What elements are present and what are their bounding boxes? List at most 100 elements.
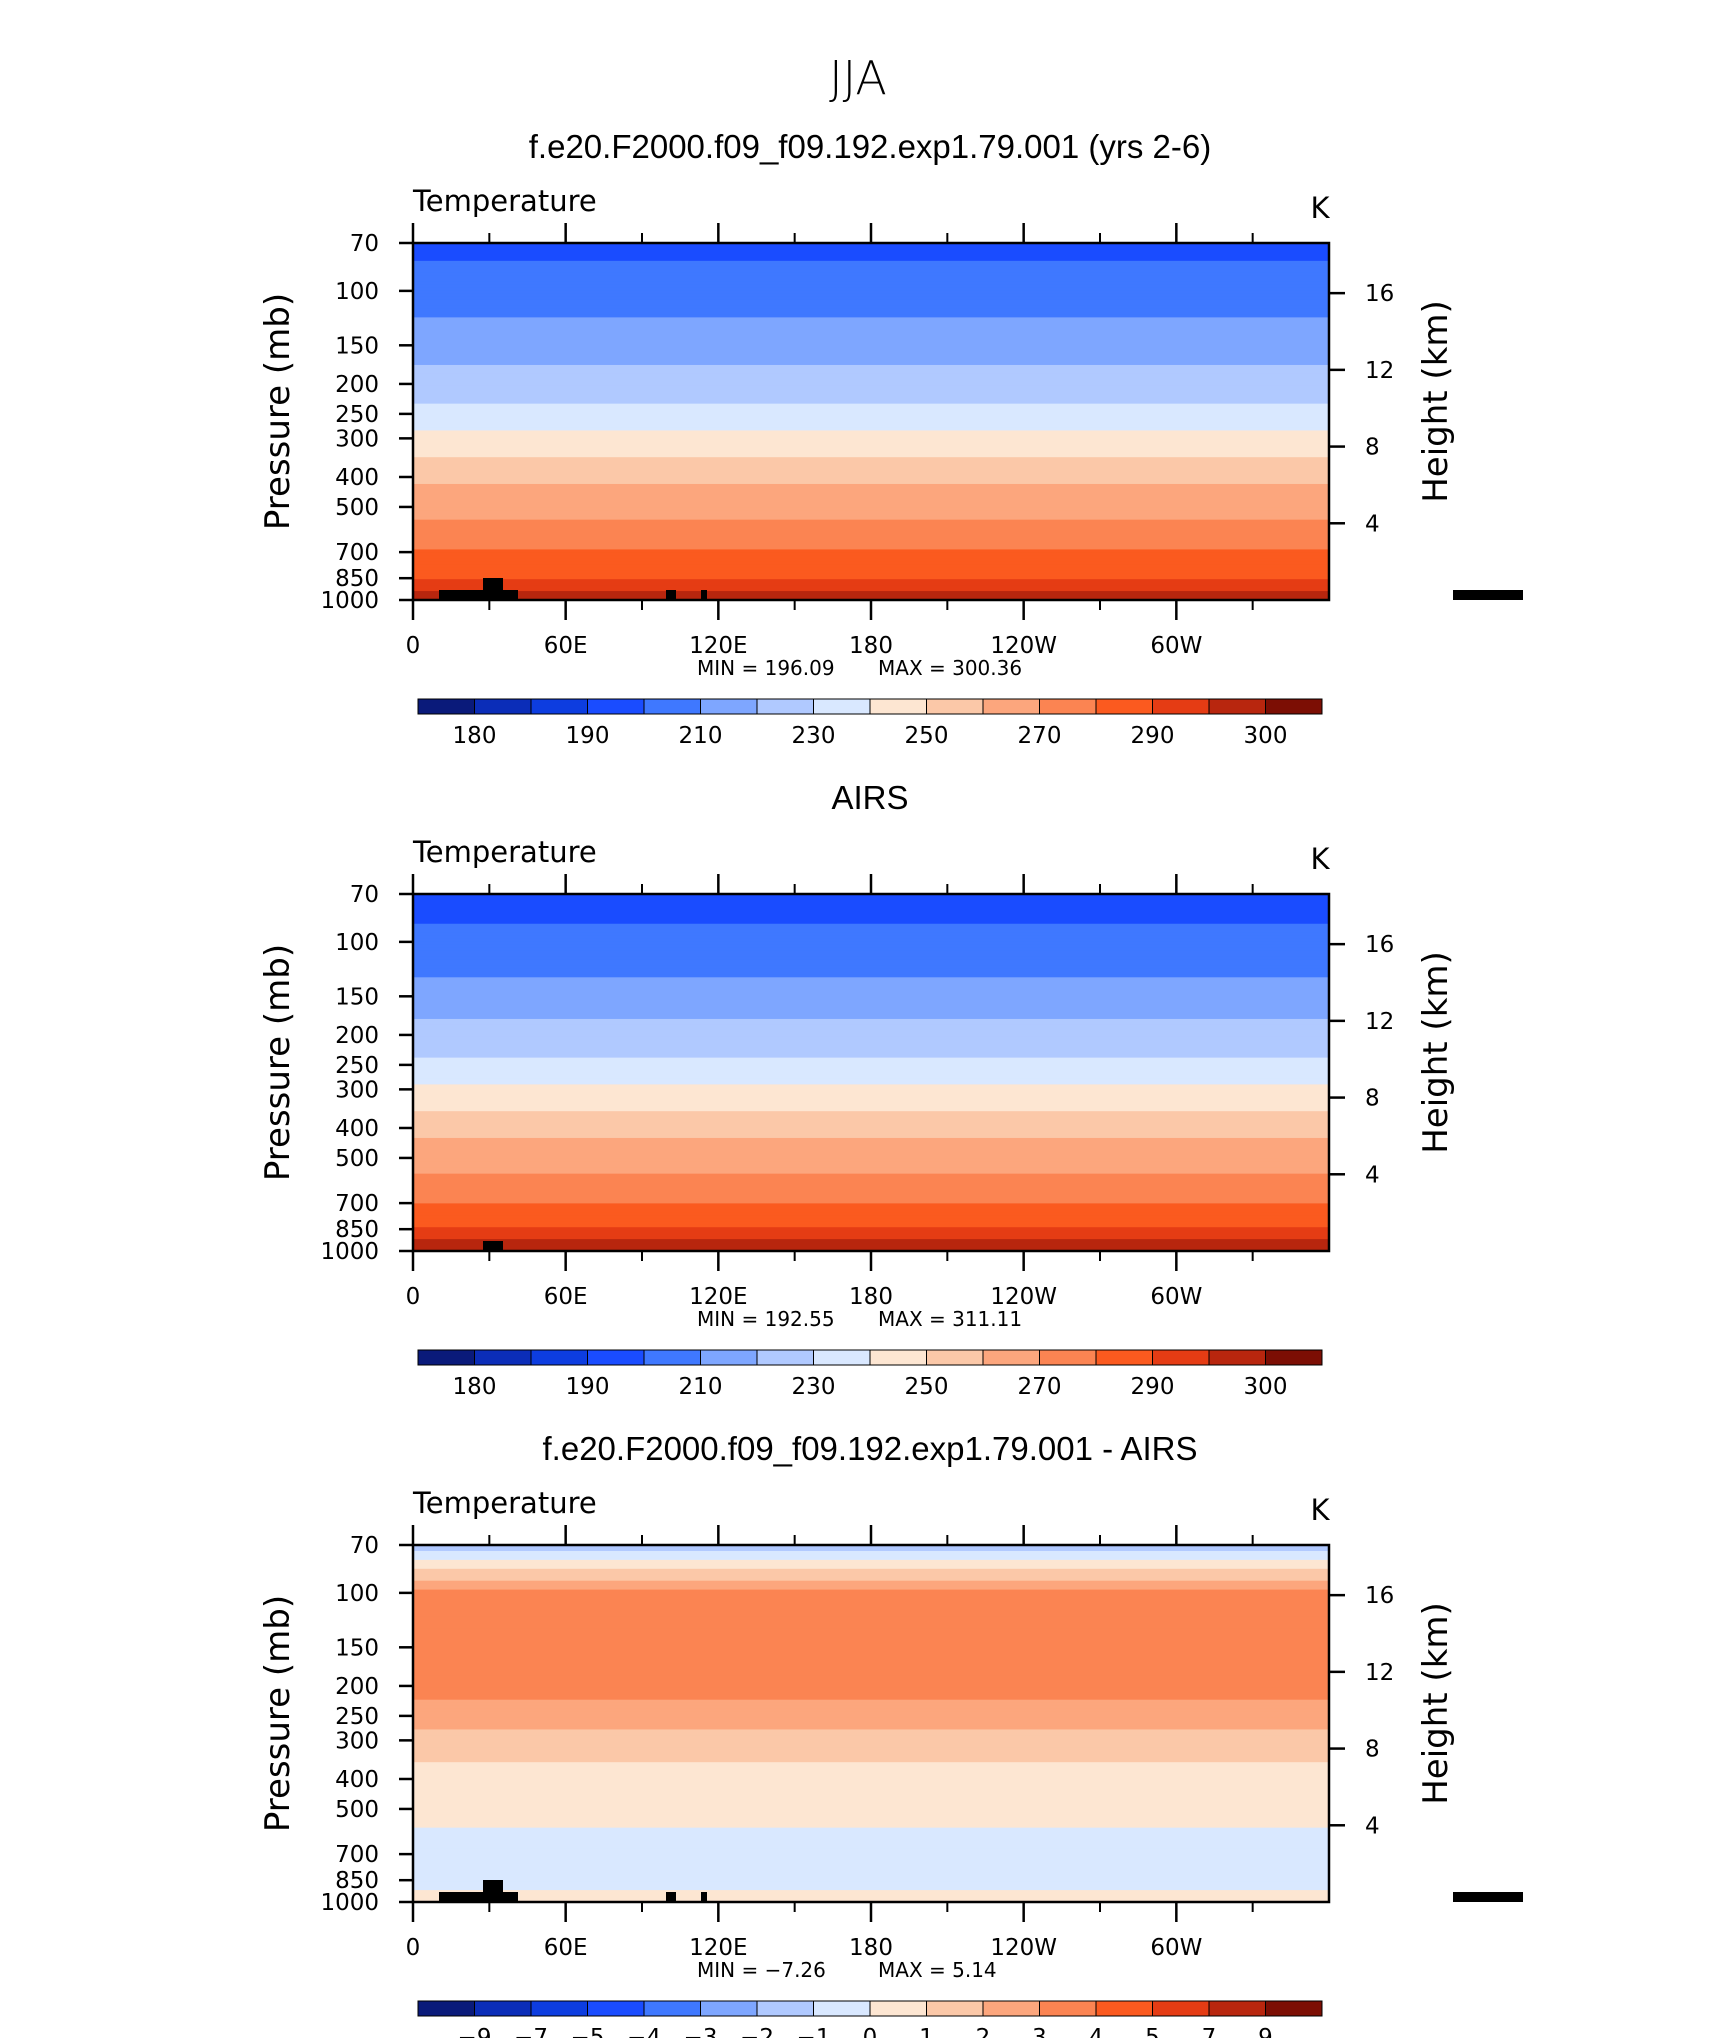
x-tick-label: 120W	[990, 1284, 1057, 1310]
units-label: K	[1310, 842, 1330, 876]
contour-band	[413, 1021, 1329, 1026]
contour-band	[413, 534, 1329, 539]
contour-band	[413, 415, 1329, 420]
colorbar-swatch	[530, 698, 588, 715]
colorbar-label: 9	[1258, 2025, 1273, 2038]
contour-band	[413, 1780, 1329, 1784]
x-tick-label: 120W	[990, 633, 1057, 659]
contour-band	[413, 923, 1329, 928]
contour-band	[413, 1013, 1329, 1017]
y-tick-label: 70	[350, 231, 379, 257]
contour-band	[413, 519, 1329, 524]
colorbar-swatch	[926, 1349, 984, 1366]
contour-band	[413, 1143, 1329, 1148]
contour-band	[413, 894, 1329, 898]
topography-mask	[666, 1892, 676, 1902]
contour-band	[413, 498, 1329, 503]
y-tick-label: 400	[335, 1767, 379, 1793]
contour-band	[413, 1664, 1329, 1668]
contour-band	[413, 1589, 1329, 1594]
contour-band	[413, 1158, 1329, 1163]
min-label: MIN = 192.55	[697, 1307, 835, 1331]
contour-band	[413, 379, 1329, 384]
variable-label: Temperature	[412, 184, 597, 218]
contour-band	[413, 1613, 1329, 1617]
contour-band	[413, 1708, 1329, 1713]
colorbar-swatch	[1265, 2000, 1323, 2017]
contour-band	[413, 1039, 1329, 1044]
contour-band	[413, 1705, 1329, 1710]
colorbar-swatch	[700, 2000, 758, 2017]
contour-band	[413, 935, 1329, 940]
contour-band	[413, 1132, 1329, 1136]
contour-band	[413, 1185, 1329, 1190]
topography-mask	[1453, 590, 1523, 600]
contour-band	[413, 424, 1329, 429]
contour-band	[413, 974, 1329, 978]
contour-band	[413, 522, 1329, 527]
contour-band	[413, 281, 1329, 286]
colorbar-swatch	[1265, 1349, 1323, 1366]
contour-band	[413, 917, 1329, 922]
contour-band	[413, 1120, 1329, 1124]
contour-band	[413, 1114, 1329, 1118]
colorbar-swatch	[1152, 698, 1210, 715]
contour-band	[413, 1729, 1329, 1734]
contour-band	[413, 1723, 1329, 1728]
contour-band	[413, 1126, 1329, 1130]
contour-band	[413, 1595, 1329, 1600]
colorbar-swatch	[756, 2000, 814, 2017]
y-tick-label: 300	[335, 426, 379, 452]
contour-band	[413, 472, 1329, 476]
contour-band	[413, 1860, 1329, 1864]
contour-band	[413, 1610, 1329, 1615]
colorbar-swatch	[869, 1349, 927, 1366]
contour-band	[413, 362, 1329, 366]
panel-3: f.e20.F2000.f09_f09.192.exp1.79.001 - AI…	[258, 1430, 1523, 2038]
colorbar-label: 210	[679, 1374, 723, 1400]
contour-band	[413, 1666, 1329, 1671]
contour-band	[413, 1842, 1329, 1847]
contour-band	[413, 1783, 1329, 1787]
contour-band	[413, 1102, 1329, 1106]
colorbar-label: 180	[453, 723, 497, 749]
contour-band	[413, 932, 1329, 937]
contour-band	[413, 367, 1329, 372]
colorbar-swatch	[1095, 698, 1153, 715]
colorbar-swatch	[474, 1349, 532, 1366]
x-tick-label: 60W	[1150, 1284, 1202, 1310]
colorbar-swatch	[982, 698, 1040, 715]
colorbar-swatch	[1152, 2000, 1210, 2017]
y-tick-label: 400	[335, 465, 379, 491]
y-tick-label: 850	[335, 1217, 379, 1243]
contour-band	[413, 1800, 1329, 1805]
contour-band	[413, 421, 1329, 426]
colorbar-swatch	[1039, 1349, 1097, 1366]
contour-band	[413, 1717, 1329, 1722]
x-tick-label: 0	[406, 633, 421, 659]
y-tick-label: 250	[335, 1053, 379, 1079]
contour-band	[413, 430, 1329, 434]
contour-band	[413, 356, 1329, 360]
contour-band	[413, 385, 1329, 390]
contour-band	[413, 1051, 1329, 1056]
contour-band	[413, 1129, 1329, 1133]
contour-band	[413, 1117, 1329, 1121]
contour-band	[413, 245, 1329, 250]
contour-band	[413, 1212, 1329, 1216]
colorbar-swatch	[587, 698, 645, 715]
contour-band	[413, 1084, 1329, 1088]
contour-band	[413, 1140, 1329, 1145]
contour-band	[413, 364, 1329, 369]
contour-band	[413, 564, 1329, 568]
contour-band	[413, 537, 1329, 542]
contour-band	[413, 406, 1329, 411]
contour-band	[413, 1684, 1329, 1689]
contour-band	[413, 460, 1329, 464]
contour-band	[413, 448, 1329, 452]
contour-band	[413, 591, 1329, 595]
colorbar-swatch	[417, 1349, 475, 1366]
contour-band	[413, 311, 1329, 315]
y-tick-label: 70	[350, 1533, 379, 1559]
